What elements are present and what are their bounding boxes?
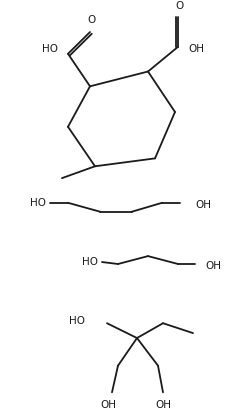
Text: HO: HO	[42, 44, 58, 54]
Text: OH: OH	[155, 400, 171, 410]
Text: HO: HO	[69, 316, 85, 326]
Text: HO: HO	[82, 257, 98, 267]
Text: OH: OH	[188, 44, 204, 54]
Text: OH: OH	[205, 261, 221, 271]
Text: OH: OH	[195, 200, 211, 210]
Text: OH: OH	[100, 400, 116, 410]
Text: O: O	[176, 1, 184, 11]
Text: HO: HO	[30, 198, 46, 208]
Text: O: O	[88, 15, 96, 25]
